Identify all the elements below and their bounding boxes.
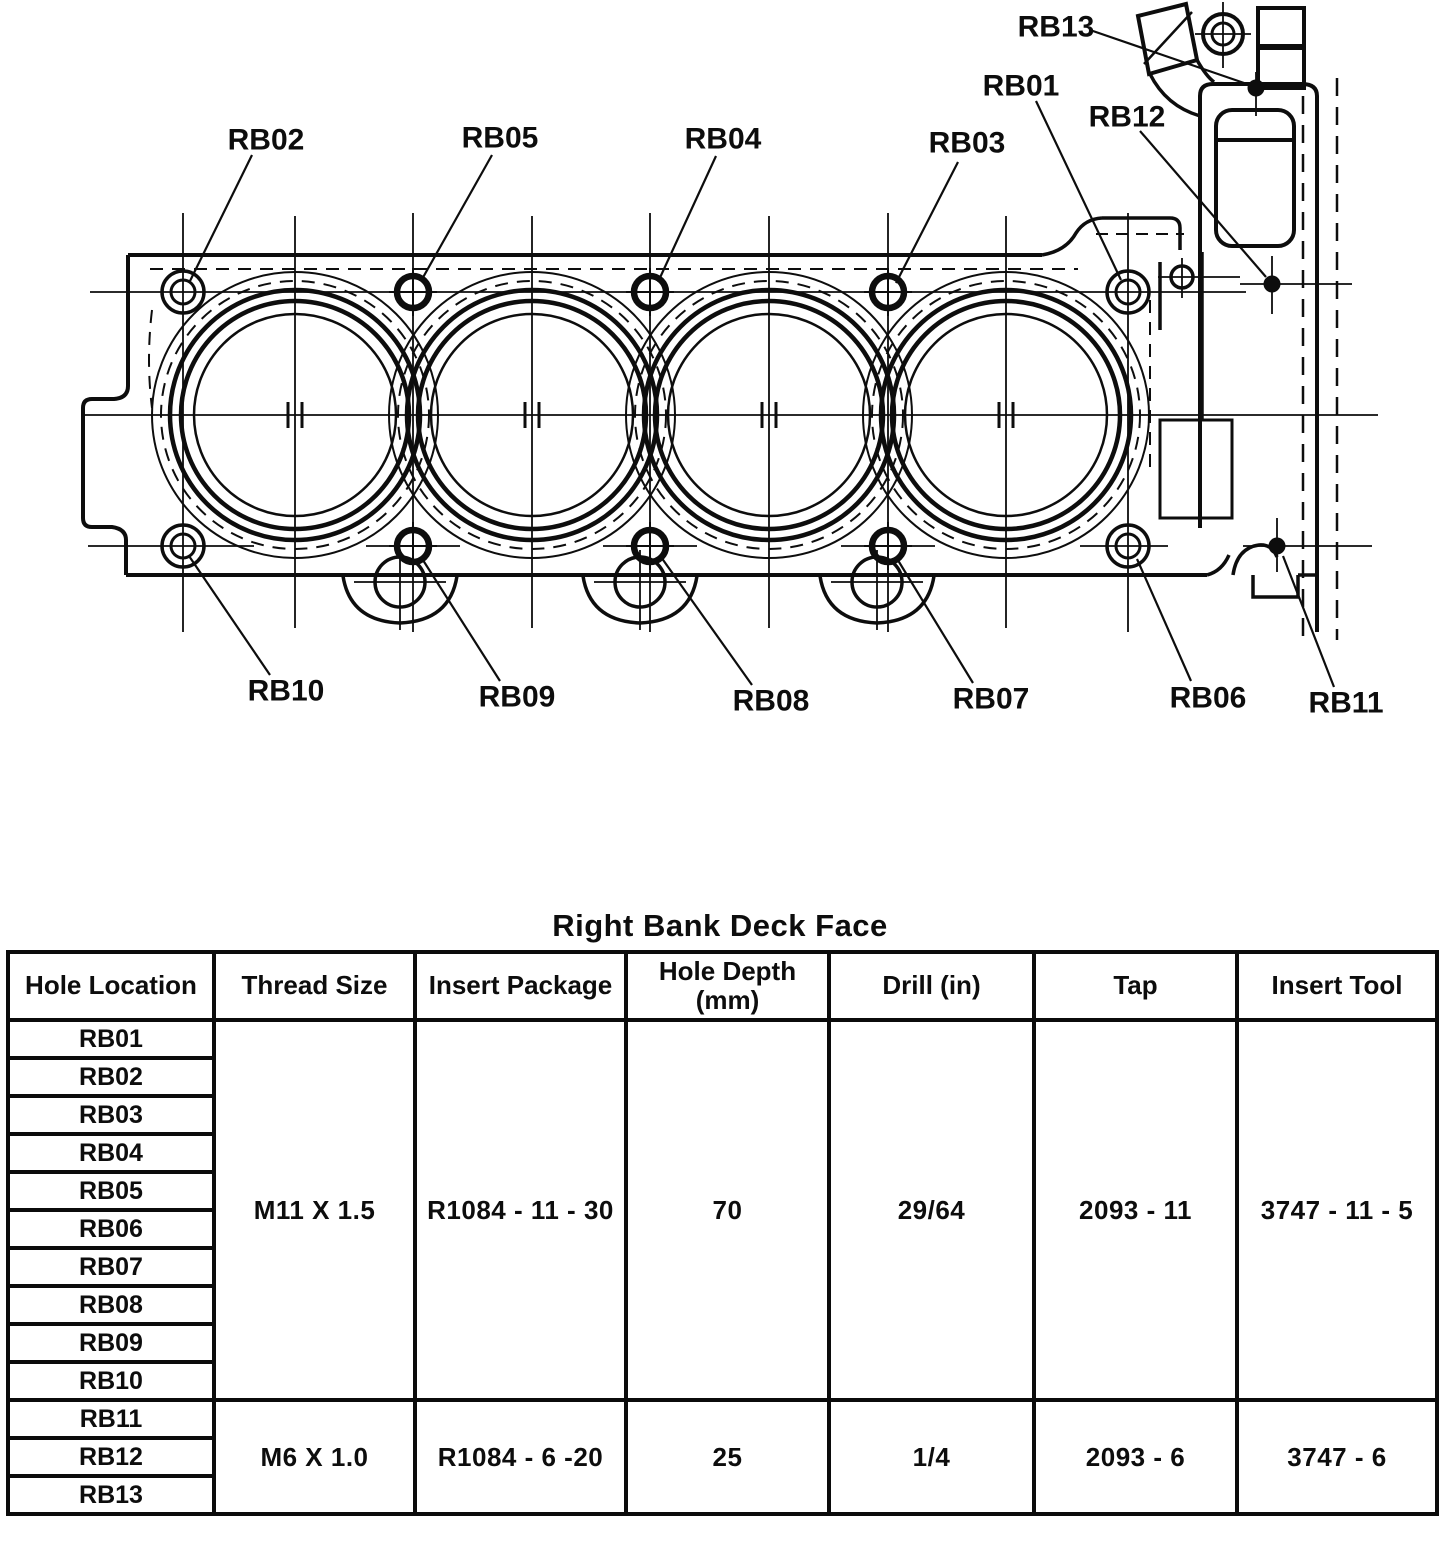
table-row-RB11: RB11 M6 X 1.0 R1084 - 6 -20 25 1/4 2093 - 6 37…: [6, 1398, 1439, 1516]
col-header-3: Hole Depth (mm): [624, 950, 831, 1022]
spec-table: Hole Location Thread Size Insert Package Ho…: [6, 950, 1439, 1516]
cylinder-bores: [151, 271, 1150, 559]
row-header-RB11: RB11: [6, 1398, 216, 1440]
leader-RB09: [420, 556, 501, 682]
row-header-RB04: RB04: [6, 1132, 216, 1174]
leader-RB01: [1035, 100, 1122, 281]
hole-RB05: [389, 268, 437, 316]
bottom-bosses: [341, 550, 936, 630]
table-row-RB05: RB05: [6, 1170, 1437, 1212]
hole-label-RB02: RB02: [228, 124, 305, 157]
leader-RB02: [189, 154, 253, 282]
hole-RB13: [1247, 79, 1265, 97]
hole-RB03: [864, 268, 912, 316]
hole-label-RB10: RB10: [248, 675, 325, 708]
hole-RB12: [1263, 275, 1281, 293]
cell-insert_package-group2: R1084 - 6 -20: [413, 1398, 628, 1516]
hole-label-RB06: RB06: [1170, 682, 1247, 715]
col-header-2: Insert Package: [413, 950, 628, 1022]
hole-label-RB08: RB08: [733, 685, 810, 718]
cell-thread_size-group2: M6 X 1.0: [212, 1398, 417, 1516]
row-header-RB08: RB08: [6, 1284, 216, 1326]
hole-RB02: [160, 269, 206, 315]
col-header-5: Tap: [1032, 950, 1239, 1022]
leader-RB10: [188, 555, 271, 676]
row-header-RB05: RB05: [6, 1170, 216, 1212]
row-header-RB09: RB09: [6, 1322, 216, 1364]
cell-drill_in-group1: 29/64: [827, 1018, 1036, 1402]
table-row-RB10: RB10: [6, 1360, 1437, 1402]
table-row-RB08: RB08: [6, 1284, 1437, 1326]
table-row-RB09: RB09: [6, 1322, 1437, 1364]
col-header-4: Drill (in): [827, 950, 1036, 1022]
row-header-RB13: RB13: [6, 1474, 216, 1516]
hole-RB11: [1268, 537, 1286, 555]
hole-label-RB07: RB07: [953, 683, 1030, 716]
col-header-0: Hole Location: [6, 950, 216, 1022]
hole-label-RB03: RB03: [929, 127, 1006, 160]
hole-label-RB09: RB09: [479, 681, 556, 714]
cell-thread_size-group1: M11 X 1.5: [212, 1018, 417, 1402]
hole-label-RB13: RB13: [1018, 11, 1095, 44]
leader-RB08: [660, 556, 753, 686]
hole-RB09: [389, 522, 437, 570]
cell-insert_tool-group1: 3747 - 11 - 5: [1235, 1018, 1439, 1402]
leader-RB13: [1089, 28, 1248, 86]
table-title: Right Bank Deck Face: [552, 908, 888, 943]
row-header-RB01: RB01: [6, 1018, 216, 1060]
leader-RB04: [657, 155, 717, 283]
table-row-RB12: RB12: [6, 1436, 1437, 1478]
row-header-RB12: RB12: [6, 1436, 216, 1478]
cell-hole_depth_mm-group2: 25: [624, 1398, 831, 1516]
leader-lines: [188, 28, 1336, 688]
table-row-RB01: RB01 M11 X 1.5 R1084 - 11 - 30 70 29/64 2093 …: [6, 1018, 1439, 1402]
hole-label-RB05: RB05: [462, 122, 539, 155]
table-row-RB04: RB04: [6, 1132, 1437, 1174]
table-header-row: Hole Location Thread Size Insert Package Ho…: [6, 950, 1439, 1022]
hole-RB07: [864, 522, 912, 570]
leader-RB06: [1135, 558, 1193, 682]
leader-RB07: [895, 556, 974, 684]
hole-label-RB12: RB12: [1089, 101, 1166, 134]
gasket-dashed-outline: [148, 268, 1151, 550]
hole-RB08: [626, 522, 674, 570]
col-header-6: Insert Tool: [1235, 950, 1439, 1022]
deck-face-drawing: RB02 RB05 RB04 RB03 RB01 RB13 RB12 RB10 RB09 RB08…: [81, 1, 1384, 720]
hole-RB01: [1105, 269, 1151, 315]
hole-RB06: [1105, 523, 1151, 569]
hole-label-RB01: RB01: [983, 70, 1060, 103]
row-header-RB03: RB03: [6, 1094, 216, 1136]
table-row-RB06: RB06: [6, 1208, 1437, 1250]
table-row-RB03: RB03: [6, 1094, 1437, 1136]
cell-insert_package-group1: R1084 - 11 - 30: [413, 1018, 628, 1402]
leader-RB03: [895, 161, 959, 284]
block-outline: [81, 253, 1207, 577]
table-row-RB02: RB02: [6, 1056, 1437, 1098]
cell-drill_in-group2: 1/4: [827, 1398, 1036, 1516]
col-header-1: Thread Size: [212, 950, 417, 1022]
hole-label-RB04: RB04: [685, 123, 762, 156]
cell-insert_tool-group2: 3747 - 6: [1235, 1398, 1439, 1516]
cell-tap-group1: 2093 - 11: [1032, 1018, 1239, 1402]
hole-label-RB11: RB11: [1308, 687, 1383, 720]
table-row-RB13: RB13: [6, 1474, 1437, 1516]
table-row-RB07: RB07: [6, 1246, 1437, 1288]
engine-block-diagram: RB02 RB05 RB04 RB03 RB01 RB13 RB12 RB10 RB09 RB08…: [81, 1, 1384, 720]
bolt-holes: [160, 79, 1286, 570]
row-header-RB06: RB06: [6, 1208, 216, 1250]
leader-RB11: [1281, 555, 1336, 688]
leader-RB05: [420, 154, 493, 282]
row-header-RB02: RB02: [6, 1056, 216, 1098]
hole-RB10: [160, 523, 206, 569]
row-header-RB10: RB10: [6, 1360, 216, 1402]
hole-RB04: [626, 268, 674, 316]
cell-hole_depth_mm-group1: 70: [624, 1018, 831, 1402]
hole-labels: RB02 RB05 RB04 RB03 RB01 RB13 RB12 RB10 RB09 RB08…: [228, 11, 1384, 720]
row-header-RB07: RB07: [6, 1246, 216, 1288]
cell-tap-group2: 2093 - 6: [1032, 1398, 1239, 1516]
leader-RB12: [1139, 130, 1267, 278]
